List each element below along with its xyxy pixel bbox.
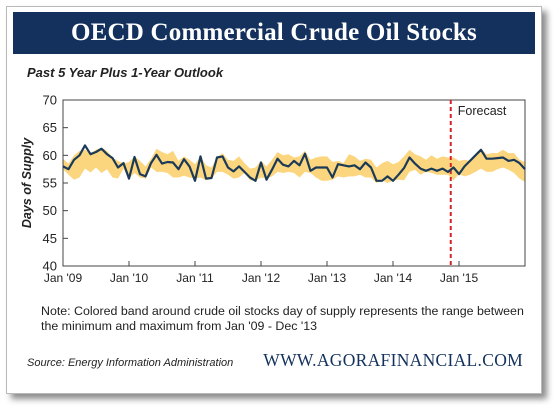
x-tick-label: Jan '15 xyxy=(440,271,479,285)
y-axis-label: Days of Supply xyxy=(20,137,34,228)
x-tick-label: Jan '14 xyxy=(374,271,413,285)
y-tick-label: 70 xyxy=(43,93,57,108)
days-of-supply-line xyxy=(62,144,526,182)
y-tick-label: 60 xyxy=(43,148,57,163)
y-tick-label: 45 xyxy=(43,231,57,246)
x-tick-label: Jan '11 xyxy=(176,271,214,285)
y-tick-label: 50 xyxy=(43,203,57,218)
chart-note: Note: Colored band around crude oil stoc… xyxy=(41,304,524,333)
line-chart: 40 45 50 55 60 65 70 Jan '09 Jan '10 Jan '11 Jan '… xyxy=(20,93,526,285)
title-bar: OECD Commercial Crude Oil Stocks xyxy=(13,12,535,54)
y-tick-label: 65 xyxy=(43,120,57,135)
forecast-label: Forecast xyxy=(458,104,507,118)
source-credit: Source: Energy Information Administratio… xyxy=(27,357,234,369)
y-tick-label: 40 xyxy=(43,259,57,274)
y-tick-label: 55 xyxy=(43,176,57,191)
x-tick-label: Jan '10 xyxy=(110,271,149,285)
chart-title: OECD Commercial Crude Oil Stocks xyxy=(71,19,477,46)
x-tick-label: Jan '12 xyxy=(242,271,281,285)
chart-subtitle: Past 5 Year Plus 1-Year Outlook xyxy=(27,65,224,80)
chart-card: OECD Commercial Crude Oil Stocks Past 5 … xyxy=(6,6,542,394)
x-tick-label: Jan '09 xyxy=(44,271,83,285)
x-tick-label: Jan '13 xyxy=(308,271,347,285)
plot-frame xyxy=(62,99,526,267)
website-link[interactable]: WWW.AGORAFINANCIAL.COM xyxy=(263,350,523,370)
